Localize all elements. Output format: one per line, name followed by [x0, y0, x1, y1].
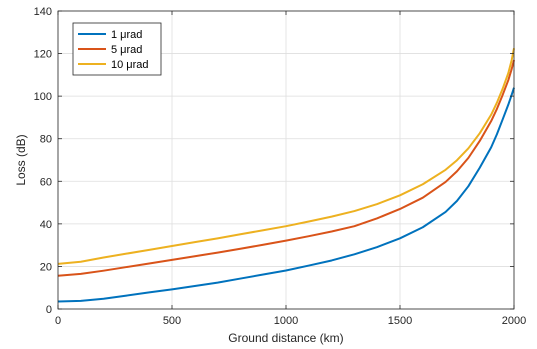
- series-line-2: [57, 59, 515, 277]
- y-tick-label: 40: [40, 219, 52, 231]
- y-tick-label: 80: [40, 134, 52, 146]
- series-line-3: [57, 48, 515, 265]
- y-tick-label: 120: [34, 49, 52, 61]
- x-tick-label: 0: [55, 315, 61, 327]
- y-tick-label: 100: [34, 91, 52, 103]
- x-axis-label: Ground distance (km): [228, 331, 343, 345]
- series-lines: [57, 48, 515, 303]
- x-tick-label: 2000: [502, 315, 526, 327]
- x-tick-label: 1000: [274, 315, 298, 327]
- y-tick-label: 140: [34, 6, 52, 18]
- x-tick-labels: 0 500 1000 1500 2000: [55, 315, 526, 327]
- y-tick-label: 60: [40, 176, 52, 188]
- y-tick-label: 0: [46, 304, 52, 316]
- grid-lines: [57, 10, 515, 310]
- x-tick-label: 500: [163, 315, 181, 327]
- y-tick-labels: 0 20 40 60 80 100 120 140: [34, 6, 52, 316]
- legend: 1 μrad 5 μrad 10 μrad: [72, 22, 162, 76]
- series-line-1: [57, 87, 515, 303]
- x-tick-label: 1500: [388, 315, 412, 327]
- y-axis-label: Loss (dB): [14, 134, 28, 185]
- legend-label-1: 1 μrad: [111, 29, 142, 41]
- y-tick-label: 20: [40, 261, 52, 273]
- legend-label-3: 10 μrad: [111, 59, 149, 71]
- legend-label-2: 5 μrad: [111, 44, 142, 56]
- axis-ticks: [57, 10, 515, 310]
